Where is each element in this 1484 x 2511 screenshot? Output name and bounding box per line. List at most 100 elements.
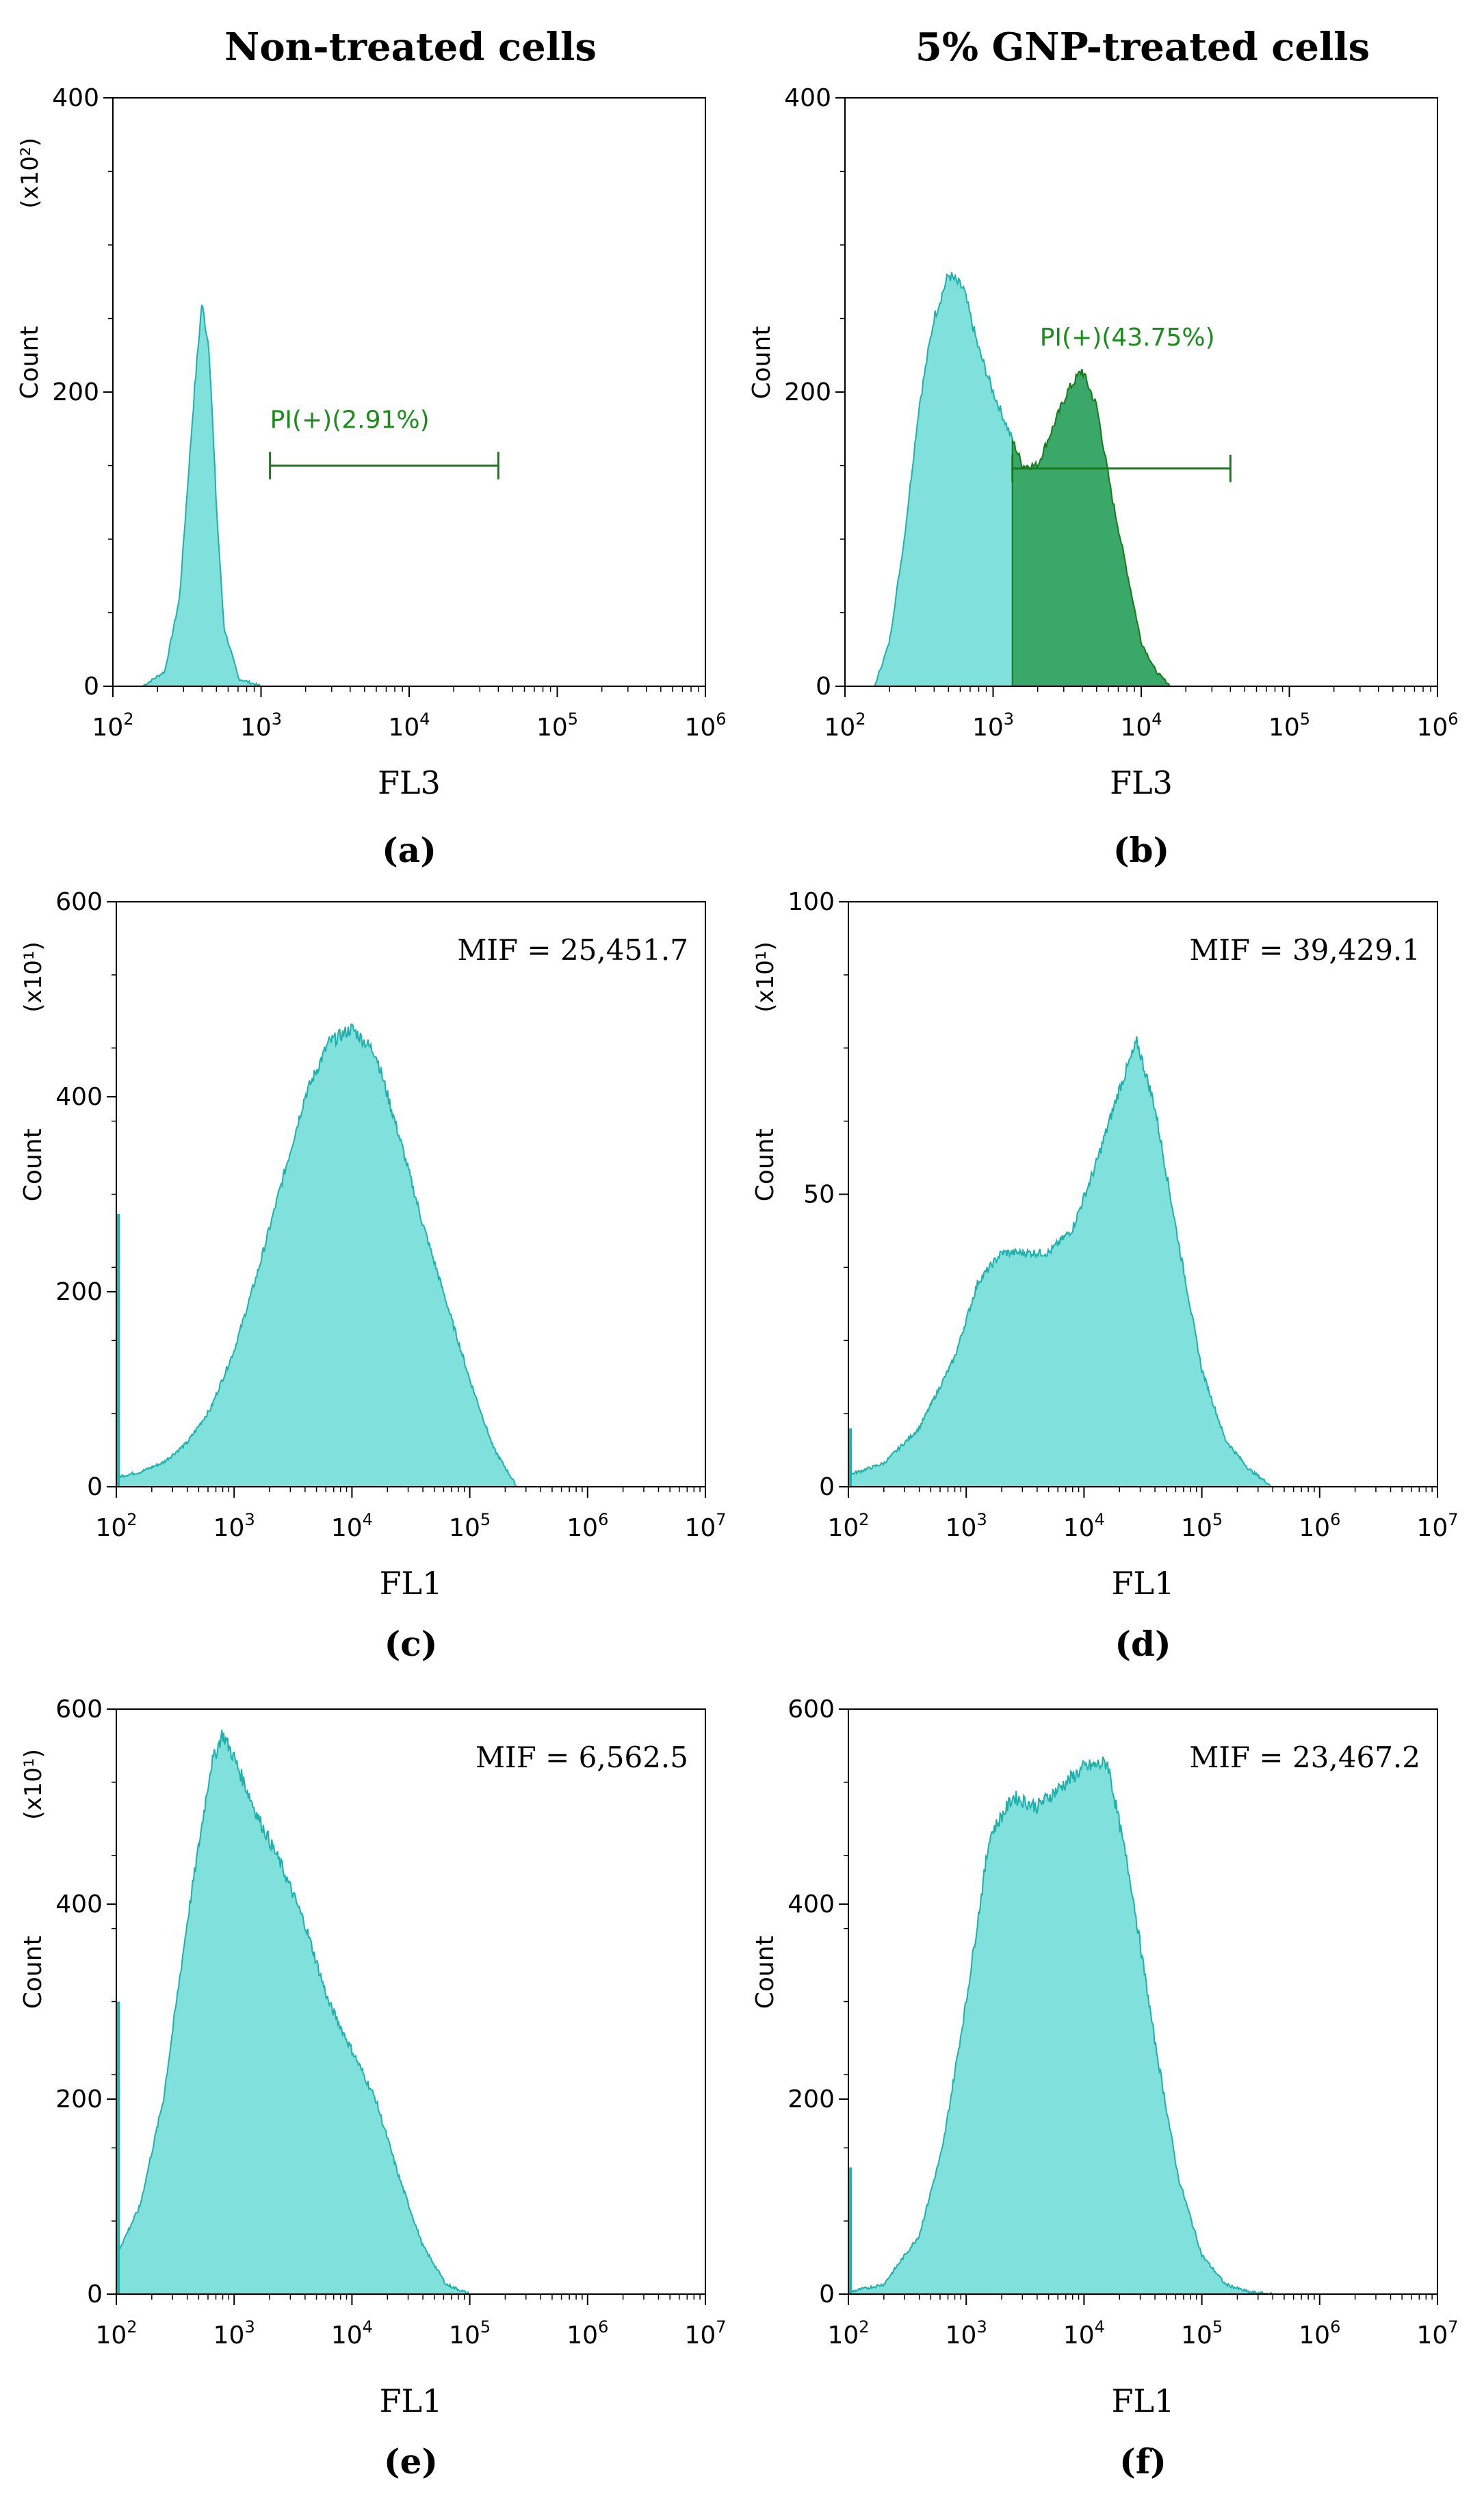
- chart-panel-f: 0 200 400 600 102 103 104 105 106 107 Count FL1 (f) M…: [751, 1695, 1459, 2482]
- x-tick-label: 106: [1299, 2317, 1340, 2350]
- chart-panel-c: 0 200 400 600 102 103 104 105 106 107 Count (x10¹) F…: [19, 888, 727, 1664]
- x-tick-exponent: 5: [1300, 710, 1310, 729]
- x-tick-label: 106: [567, 1510, 608, 1542]
- x-tick-exponent: 2: [855, 710, 865, 729]
- x-tick-exponent: 3: [244, 2317, 255, 2337]
- x-tick-label: 107: [1416, 1510, 1458, 1542]
- x-tick-exponent: 2: [859, 1510, 869, 1529]
- x-tick-exponent: 6: [1448, 710, 1458, 729]
- x-tick-exponent: 7: [1448, 2317, 1458, 2337]
- x-axis-label: FL1: [380, 2382, 443, 2419]
- x-tick-label: 103: [972, 710, 1014, 742]
- column-title-non-treated: Non-treated cells: [224, 25, 597, 70]
- y-tick-label: 600: [55, 1695, 103, 1723]
- y-tick-label: 400: [55, 1083, 103, 1111]
- x-tick-label: 102: [92, 710, 133, 742]
- x-tick-label: 104: [331, 1510, 373, 1542]
- x-axis-label: FL3: [1110, 764, 1173, 801]
- x-tick-label: 106: [1416, 710, 1458, 742]
- mif-annotation: MIF = 23,467.2: [1189, 1741, 1420, 1774]
- chart-panel-e: 0 200 400 600 102 103 104 105 106 107 Count (x10¹) F…: [19, 1695, 727, 2482]
- y-tick-label: 0: [819, 1473, 835, 1501]
- x-tick-label: 105: [449, 2317, 491, 2350]
- x-axis-label: FL1: [1112, 1565, 1175, 1602]
- x-tick-exponent: 4: [1095, 1510, 1105, 1529]
- histogram-area: [848, 1756, 1275, 2296]
- y-tick-label: 100: [787, 888, 835, 916]
- y-scale-label: (x10²): [16, 138, 44, 209]
- y-axis-label: Count: [748, 326, 776, 400]
- gated-histogram-area: [1012, 369, 1171, 686]
- x-tick-exponent: 7: [1448, 1510, 1458, 1529]
- x-tick-exponent: 2: [123, 710, 133, 729]
- y-axis-label: Count: [19, 1128, 47, 1201]
- x-tick-exponent: 5: [480, 2317, 491, 2337]
- x-tick-exponent: 3: [976, 1510, 987, 1529]
- x-tick-label: 103: [240, 710, 282, 742]
- y-tick-label: 600: [55, 888, 103, 916]
- x-tick-exponent: 5: [480, 1510, 491, 1529]
- x-tick-label: 104: [1120, 710, 1162, 742]
- y-tick-label: 0: [87, 2280, 103, 2308]
- y-tick-label: 200: [55, 1278, 103, 1306]
- x-tick-exponent: 6: [598, 1510, 608, 1529]
- panel-label: (e): [384, 2441, 438, 2482]
- chart-panel-b: 0 200 400 102 103 104 105 106 Count FL3 (b) PI(+)(4…: [748, 84, 1459, 870]
- y-tick-label: 400: [52, 84, 99, 112]
- panel-label: (d): [1115, 1624, 1171, 1664]
- x-tick-exponent: 2: [859, 2317, 869, 2337]
- y-scale-label: (x10¹): [20, 941, 47, 1013]
- y-tick-label: 200: [784, 378, 831, 406]
- x-tick-label: 106: [684, 710, 726, 742]
- x-tick-label: 105: [449, 1510, 491, 1542]
- x-tick-label: 106: [1299, 1510, 1340, 1542]
- x-tick-exponent: 3: [272, 710, 282, 729]
- chart-panel-a: 0 200 400 102 103 104 105 106 Count (x10²) FL3 (a) P…: [16, 84, 727, 870]
- gate-label: PI(+)(2.91%): [270, 406, 430, 434]
- x-tick-exponent: 4: [363, 2317, 373, 2337]
- x-tick-exponent: 3: [1004, 710, 1014, 729]
- x-tick-exponent: 4: [1151, 710, 1162, 729]
- y-axis-label: Count: [751, 1128, 779, 1201]
- x-tick-exponent: 6: [716, 710, 726, 729]
- column-title-gnp-treated: 5% GNP-treated cells: [915, 25, 1370, 70]
- x-tick-exponent: 2: [127, 2317, 137, 2337]
- histogram-area: [848, 1036, 1273, 1487]
- y-tick-label: 0: [819, 2280, 835, 2308]
- y-tick-label: 400: [55, 1890, 103, 1918]
- x-tick-exponent: 3: [976, 2317, 987, 2337]
- x-tick-label: 104: [1063, 2317, 1105, 2350]
- x-tick-label: 103: [946, 1510, 987, 1542]
- x-tick-label: 102: [95, 1510, 137, 1542]
- x-tick-exponent: 4: [419, 710, 430, 729]
- x-tick-label: 107: [684, 2317, 726, 2350]
- x-tick-label: 104: [331, 2317, 373, 2350]
- x-tick-label: 105: [1181, 1510, 1223, 1542]
- y-axis-label: Count: [16, 326, 44, 400]
- x-tick-exponent: 4: [363, 1510, 373, 1529]
- x-tick-label: 105: [536, 710, 578, 742]
- x-tick-label: 105: [1268, 710, 1310, 742]
- mif-annotation: MIF = 25,451.7: [457, 933, 688, 967]
- x-tick-label: 104: [388, 710, 430, 742]
- x-tick-exponent: 6: [1330, 2317, 1340, 2337]
- x-tick-label: 103: [946, 2317, 987, 2350]
- x-tick-label: 106: [567, 2317, 608, 2350]
- y-scale-label: (x10¹): [752, 941, 779, 1013]
- x-axis-label: FL1: [380, 1565, 443, 1602]
- x-tick-exponent: 7: [716, 1510, 726, 1529]
- histogram-area: [116, 1730, 470, 2295]
- x-tick-label: 103: [213, 1510, 255, 1542]
- y-axis-label: Count: [19, 1936, 47, 2009]
- y-tick-label: 400: [784, 84, 831, 112]
- histogram-area: [116, 1023, 519, 1487]
- x-tick-exponent: 4: [1095, 2317, 1105, 2337]
- x-tick-exponent: 5: [568, 710, 578, 729]
- gate-label: PI(+)(43.75%): [1040, 324, 1215, 352]
- x-tick-label: 107: [1416, 2317, 1458, 2350]
- x-tick-exponent: 6: [1330, 1510, 1340, 1529]
- x-axis-label: FL3: [378, 764, 441, 801]
- y-tick-label: 0: [816, 673, 831, 701]
